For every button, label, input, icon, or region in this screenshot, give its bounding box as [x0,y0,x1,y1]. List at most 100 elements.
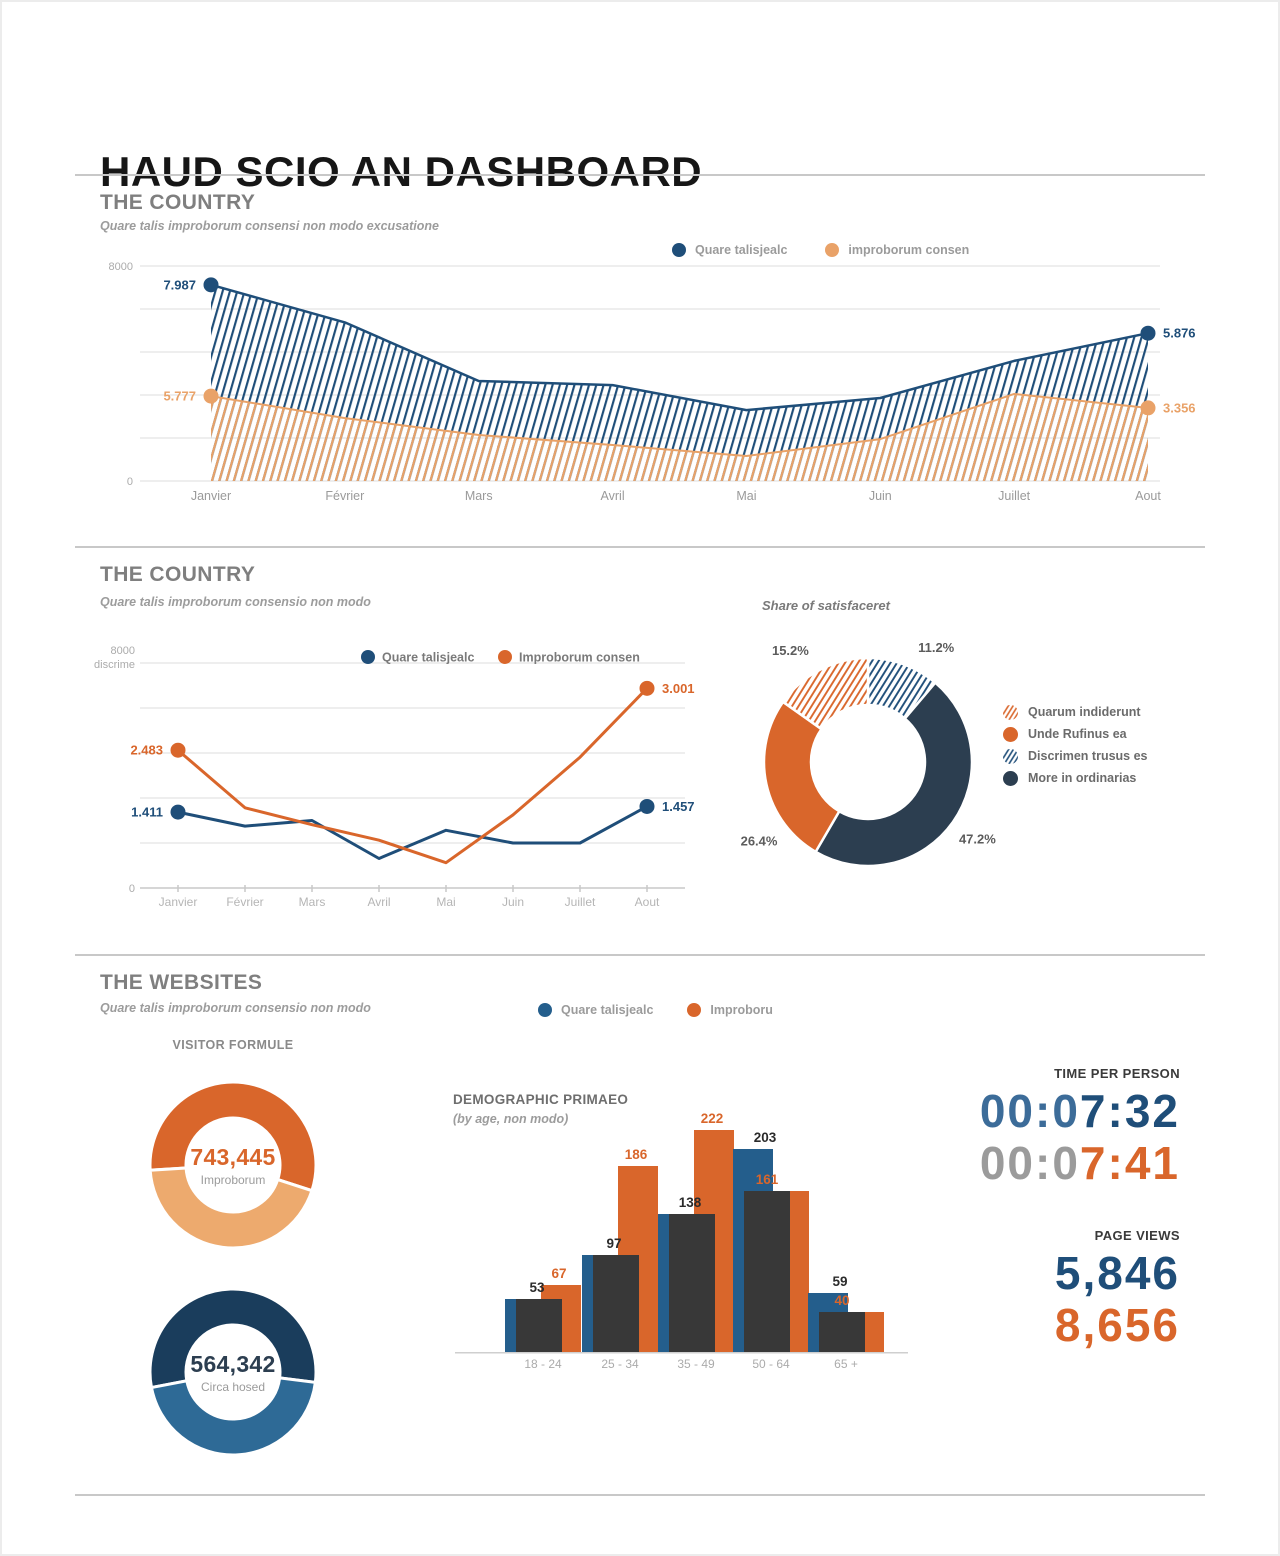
svg-text:53: 53 [529,1280,545,1295]
visitor-donut-improborum: 743,445 Improborum [148,1080,318,1250]
svg-text:203: 203 [754,1130,777,1145]
divider [75,174,1205,176]
hatched-swatch-icon [1003,704,1018,720]
svg-text:35 - 49: 35 - 49 [677,1357,715,1371]
svg-text:Mai: Mai [436,895,455,909]
legend-item-improborum-consen[interactable]: improborum consen [825,243,969,257]
svg-text:222: 222 [701,1111,724,1126]
svg-text:138: 138 [679,1195,702,1210]
svg-text:25 - 34: 25 - 34 [601,1357,639,1371]
country-line-heading: THE COUNTRY [100,563,256,586]
svg-text:0: 0 [129,883,135,895]
svg-text:67: 67 [551,1266,566,1281]
page-views-value-1: 5,846 [1054,1246,1180,1299]
series-color-dot [825,243,840,257]
page-views-value-2: 8,656 [1054,1298,1180,1351]
legend-item-improboru[interactable]: Improboru [687,1003,773,1017]
svg-text:59: 59 [832,1274,847,1289]
svg-text:40: 40 [834,1293,849,1308]
share-legend-item[interactable]: Unde Rufinus ea [1003,723,1148,745]
svg-text:1.457: 1.457 [662,799,695,814]
share-legend-label: Unde Rufinus ea [1028,727,1127,741]
legend-label: improborum consen [848,243,970,257]
visitor-formule-heading: VISITOR FORMULE [172,1038,294,1052]
svg-text:15.2%: 15.2% [772,643,809,658]
svg-text:18 - 24: 18 - 24 [524,1357,562,1371]
divider [75,1494,1205,1496]
series-color-dot [538,1003,552,1017]
svg-text:161: 161 [756,1172,779,1187]
svg-text:47.2%: 47.2% [959,831,996,846]
svg-text:5.777: 5.777 [163,389,196,404]
svg-text:1.411: 1.411 [131,805,163,820]
svg-text:Avril: Avril [367,895,390,909]
visitor-donut-2-chart [148,1287,318,1457]
svg-text:8000: 8000 [109,261,133,273]
share-legend-label: Quarum indiderunt [1028,705,1141,719]
legend-item-quare-talisjealc[interactable]: Quare talisjealc [672,243,787,257]
share-donut-chart: 11.2% 47.2% 26.4% 15.2% [741,640,996,868]
series-color-dot [672,243,686,257]
svg-text:3.356: 3.356 [1163,400,1196,415]
svg-text:26.4%: 26.4% [741,833,778,848]
country-area-legend: Quare talisjealc improborum consen [672,243,969,257]
share-donut-legend: Quarum indiderunt Unde Rufinus ea Discrime… [1003,701,1148,789]
page-title: HAUD SCIO AN DASHBOARD [100,148,703,196]
svg-text:Avril: Avril [601,489,625,503]
svg-text:0: 0 [127,476,133,488]
country-area-heading: THE COUNTRY [100,191,256,214]
svg-text:Improborum consen: Improborum consen [519,651,640,665]
legend-label: Quare talisjealc [695,243,788,257]
share-legend-item[interactable]: Discrimen trusus es [1003,745,1148,767]
svg-text:discrime: discrime [94,659,135,671]
share-legend-item[interactable]: More in ordinarias [1003,767,1148,789]
svg-text:Mai: Mai [736,489,756,503]
divider [75,546,1205,548]
share-legend-label: More in ordinarias [1028,771,1137,785]
hatched-swatch-icon [1003,748,1018,764]
demographic-subtitle: (by age, non modo) [453,1112,569,1126]
svg-text:3.001: 3.001 [662,681,695,696]
websites-subtitle: Quare talis improborum consensio non mod… [100,1001,371,1015]
country-line-chart: 8000 discrime 0 Quare talisjealc Improborum … [94,645,695,909]
svg-text:50 - 64: 50 - 64 [752,1357,790,1371]
websites-legend: Quare talisjealc Improboru [538,1003,773,1017]
svg-text:Juin: Juin [869,489,892,503]
legend-item-quare-talisjealc[interactable]: Quare talisjealc [538,1003,653,1017]
time-prefix: 00:0 [979,1085,1080,1137]
svg-text:8000: 8000 [111,645,135,657]
svg-text:97: 97 [606,1236,621,1251]
legend-label: Improboru [710,1003,773,1017]
time-prefix: 00:0 [979,1136,1080,1189]
svg-text:Juillet: Juillet [998,489,1030,503]
svg-text:Aout: Aout [1135,489,1161,503]
country-area-chart: 8000 0 7.987 5.876 5.777 3.356 Janvier Février M… [109,261,1196,503]
share-chart-title: Share of satisfaceret [762,598,890,613]
series-color-dot [687,1003,702,1017]
visitor-donut-1-chart [148,1080,318,1250]
divider [75,954,1205,956]
svg-text:Quare talisjealc: Quare talisjealc [382,651,474,665]
svg-text:Février: Février [325,489,364,503]
share-legend-label: Discrimen trusus es [1028,749,1148,763]
svg-text:Février: Février [226,895,263,909]
share-legend-item[interactable]: Quarum indiderunt [1003,701,1148,723]
svg-text:11.2%: 11.2% [918,640,955,655]
svg-text:65 +: 65 + [834,1357,858,1371]
time-value-2: 00:07:41 [830,1136,1180,1190]
websites-heading: THE WEBSITES [100,971,263,994]
svg-text:Mars: Mars [299,895,326,909]
country-line-subtitle: Quare talis improborum consensio non mod… [100,595,371,609]
legend-label: Quare talisjealc [561,1003,654,1017]
svg-text:Aout: Aout [635,895,660,909]
page-views-heading: PAGE VIEWS [1094,1227,1180,1243]
svg-text:Janvier: Janvier [159,895,198,909]
time-suffix: 7:32 [1079,1085,1180,1137]
svg-text:186: 186 [625,1147,648,1162]
svg-text:Juin: Juin [502,895,524,909]
svg-text:Juillet: Juillet [565,895,596,909]
solid-swatch-icon [1003,726,1018,742]
svg-text:Mars: Mars [465,489,493,503]
stats-panel: TIME PER PERSON 00:07:32 00:07:41 PAGE V… [830,1066,1180,1352]
